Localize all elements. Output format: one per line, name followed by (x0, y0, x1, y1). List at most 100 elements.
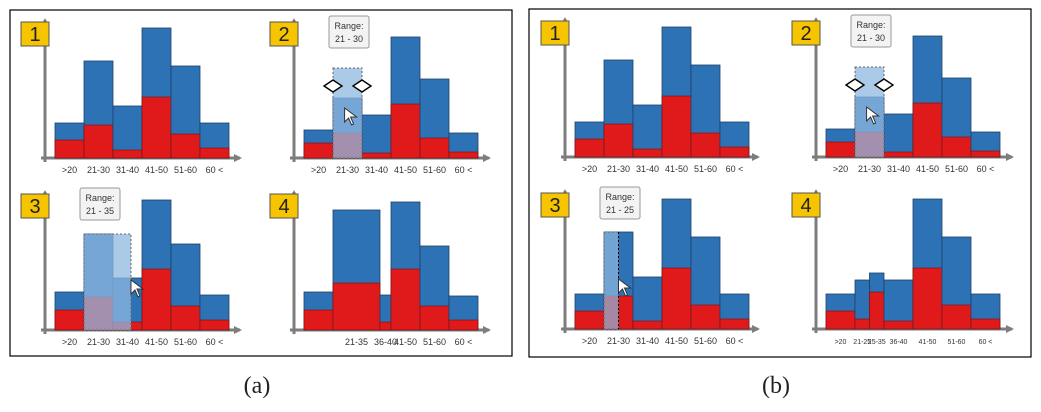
fig1-panel3-tick-label-2: 25-35 (868, 339, 886, 346)
fig1-panel3-number-badge (791, 192, 821, 218)
fig1-panel1-tick-label-0: >20 (833, 164, 848, 174)
fig1-panel0-tick-label-5: 60 < (726, 164, 744, 174)
fig0-panel0-bar-red-5 (199, 147, 230, 159)
figure-1-border (528, 8, 1032, 358)
fig0-panel2-tooltip-box (79, 187, 121, 221)
fig1-panel2-tick-label-1: 21-30 (607, 336, 630, 346)
fig1-panel1-resize-handle-1 (873, 78, 895, 92)
fig0-panel0-tick-label-0: >20 (62, 165, 77, 175)
fig1-panel1-tick-label-5: 60 < (977, 164, 995, 174)
fig1-panel0-bar-red-1 (603, 123, 634, 158)
fig0-panel3-bar-red-2 (379, 321, 392, 331)
fig1-panel2-bar-red-4 (690, 304, 721, 330)
fig0-panel1-bar-2 (361, 114, 392, 159)
fig1-panel0-number-badge (540, 20, 570, 46)
fig1-panel2-tooltip-box (599, 186, 641, 220)
fig0-panel2-selection (83, 233, 132, 331)
fig0-panel1-tick-label-5: 60 < (455, 165, 473, 175)
fig1-panel3-tick-label-4: 41-50 (919, 339, 937, 346)
fig0-panel3-number-badge (269, 193, 299, 219)
fig0-panel2-number-badge (20, 193, 50, 219)
fig1-panel1-cursor-icon (866, 106, 881, 125)
fig0-panel2-tick-label-4: 51-60 (174, 337, 197, 347)
fig0-panel1-tick-label-3: 41-50 (394, 165, 417, 175)
fig1-panel1-tick-label-4: 51-60 (945, 164, 968, 174)
fig0-panel0-bar-red-4 (170, 133, 201, 159)
fig1-panel3-tick-label-0: >20 (835, 339, 847, 346)
fig1-panel2-number-badge (540, 192, 570, 218)
fig1-panel3-tick-label-1: 21-25 (853, 339, 871, 346)
fig1-panel2-tick-label-3: 41-50 (665, 336, 688, 346)
fig1-panel1-tooltip-box (850, 14, 892, 48)
caption-a: (a) (244, 373, 271, 399)
fig1-panel0-tick-label-1: 21-30 (607, 164, 630, 174)
figure-a: 1 >20 21-30 31-40 41-50 51-60 60 < 2 >20 21-30 31-… (9, 9, 513, 357)
fig1-panel2-bar-red-2 (632, 320, 663, 330)
fig1-panel3-tick-label-5: 51-60 (948, 339, 966, 346)
fig0-panel0-number-badge (20, 21, 50, 47)
fig1-panel2-bar-2 (632, 276, 663, 330)
fig1-panel3-tick-label-6: 60 < (979, 339, 993, 346)
fig0-panel3-bar-red-3 (390, 268, 421, 331)
fig0-panel3-tick-label-0: 21-35 (345, 337, 368, 347)
fig0-panel0-bar-red-2 (112, 149, 143, 159)
fig1-panel1-bar-red-5 (970, 150, 1001, 158)
figure-0-border (9, 9, 513, 357)
fig0-panel1-tick-label-2: 31-40 (365, 165, 388, 175)
fig0-panel1-panel: 2 >20 21-30 31-40 41-50 51-60 60 < Range: 21 - 3… (269, 15, 491, 175)
fig0-panel0-number-label: 1 (29, 24, 40, 46)
fig1-panel0-bar-red-0 (574, 138, 605, 158)
fig0-panel1-number-badge (269, 21, 299, 47)
fig1-panel1-tick-label-2: 31-40 (887, 164, 910, 174)
fig1-panel0-bar-red-2 (632, 148, 663, 158)
fig0-panel1-tick-label-0: >20 (311, 165, 326, 175)
fig1-panel0-tick-label-0: >20 (582, 164, 597, 174)
fig0-panel0-tick-label-2: 31-40 (116, 165, 139, 175)
fig0-panel2-tooltip-value: 21 - 35 (86, 206, 114, 216)
fig0-panel3-tick-label-1: 36-40 (374, 337, 397, 347)
fig0-panel2-cursor-icon (130, 279, 145, 298)
fig1-panel1-tick-label-3: 41-50 (916, 164, 939, 174)
fig0-panel2-panel: 3 >20 21-30 31-40 41-50 51-60 60 < Range: 21 - 3… (20, 187, 242, 347)
fig1-panel1-tooltip-value: 21 - 30 (857, 33, 885, 43)
fig0-panel0-panel: 1 >20 21-30 31-40 41-50 51-60 60 < (20, 18, 242, 175)
figure-b: 1 >20 21-30 31-40 41-50 51-60 60 < 2 >20 21-30 31-… (528, 8, 1032, 358)
fig1-panel2-tick-label-0: >20 (582, 336, 597, 346)
fig1-panel1-bar-red-2 (883, 151, 914, 158)
fig0-panel1-bar-red-3 (390, 103, 421, 159)
fig0-panel2-tooltip-title: Range: (85, 193, 114, 203)
fig1-panel3-bar-red-6 (970, 318, 1001, 330)
fig1-panel1-resize-handle-0 (844, 78, 866, 92)
fig0-panel0-bar-2 (112, 105, 143, 159)
fig1-panel1-bar-red-4 (941, 136, 972, 158)
fig1-panel0-tick-label-4: 51-60 (694, 164, 717, 174)
fig0-panel2-tick-label-5: 60 < (206, 337, 224, 347)
fig0-panel2-tick-label-0: >20 (62, 337, 77, 347)
fig1-panel1-tooltip-title: Range: (856, 20, 885, 30)
fig1-panel2-bar-red-0 (574, 310, 605, 330)
fig0-panel0-tick-label-1: 21-30 (87, 165, 110, 175)
fig1-panel2-tooltip-value: 21 - 25 (606, 205, 634, 215)
fig0-panel1-bar-red-2 (361, 152, 392, 159)
caption-b: (b) (762, 373, 790, 399)
fig1-panel3-bar-red-2 (869, 291, 885, 330)
fig1-panel2-tick-label-2: 31-40 (636, 336, 659, 346)
fig0-panel2-bar-red-4 (170, 305, 201, 331)
fig0-panel3-tick-label-3: 51-60 (423, 337, 446, 347)
fig1-panel1-number-badge (791, 20, 821, 46)
fig0-panel1-tooltip-value: 21 - 30 (335, 34, 363, 44)
fig1-panel0-bar-red-4 (690, 132, 721, 158)
fig0-panel2-number-label: 3 (29, 196, 40, 218)
fig0-panel3-number-label: 4 (278, 196, 289, 218)
fig0-panel1-resize-handle-0 (322, 79, 344, 93)
fig0-panel3-tick-label-2: 41-50 (394, 337, 417, 347)
fig1-panel1-bar-2 (883, 113, 914, 158)
fig0-panel1-resize-handle-1 (351, 79, 373, 93)
fig0-panel3-bar-red-0 (303, 309, 334, 331)
fig1-panel1-bar-red-3 (912, 102, 943, 158)
fig0-panel1-bar-red-5 (448, 151, 479, 159)
fig1-panel0-bar-red-3 (661, 95, 692, 158)
fig0-panel1-number-label: 2 (278, 24, 289, 46)
